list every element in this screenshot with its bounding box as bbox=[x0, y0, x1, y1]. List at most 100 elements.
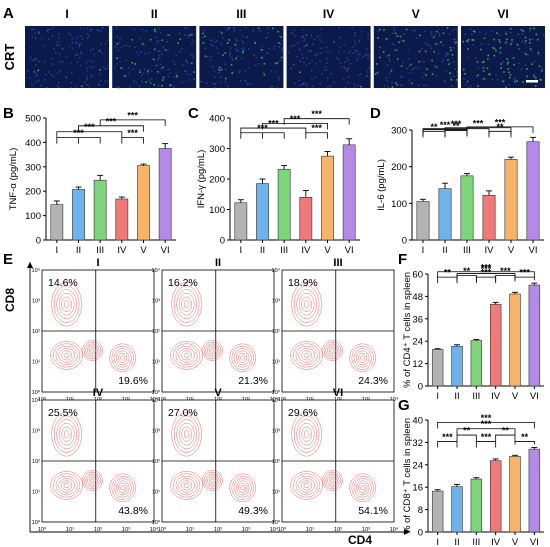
microscopy-speckle bbox=[500, 63, 502, 65]
contour-ring bbox=[63, 430, 70, 439]
microscopy-speckle bbox=[37, 69, 39, 72]
microscopy-speckle bbox=[206, 82, 208, 84]
microscopy-speckle bbox=[290, 32, 292, 34]
microscopy-speckle bbox=[116, 36, 119, 38]
microscopy-speckle bbox=[356, 59, 358, 61]
microscopy-speckle bbox=[40, 84, 43, 87]
microscopy-speckle bbox=[134, 46, 136, 49]
x-tick-label: II bbox=[442, 245, 447, 256]
microscopy-speckle bbox=[185, 27, 188, 29]
panel-letter-e: E bbox=[3, 251, 13, 268]
microscopy-speckle bbox=[302, 57, 304, 59]
microscopy-speckle bbox=[418, 60, 420, 63]
microscopy-speckle bbox=[383, 85, 386, 87]
microscopy-speckle bbox=[429, 44, 431, 47]
microscopy-speckle bbox=[430, 47, 432, 50]
microscopy-speckle bbox=[419, 34, 421, 37]
microscopy-speckle bbox=[271, 85, 274, 88]
microscopy-speckle bbox=[517, 33, 520, 36]
flow-y-tick-label: 10² bbox=[152, 459, 160, 465]
y-axis-label: % of CD8⁺ T cells in spleen bbox=[402, 418, 413, 534]
microscopy-speckle bbox=[442, 44, 444, 46]
microscopy-speckle bbox=[314, 76, 317, 79]
microscopy-speckle bbox=[83, 28, 86, 30]
microscopy-speckle bbox=[267, 32, 269, 34]
microscopy-speckle bbox=[430, 31, 432, 33]
flow-x-tick-label: 10³ bbox=[242, 527, 250, 533]
microscopy-speckle bbox=[245, 35, 248, 38]
contour-ring bbox=[293, 343, 321, 368]
microscopy-speckle bbox=[377, 30, 379, 33]
x-tick-label: III bbox=[463, 245, 471, 256]
microscopy-speckle bbox=[226, 29, 228, 31]
contour-ring bbox=[55, 345, 78, 365]
microscopy-speckle bbox=[366, 75, 368, 77]
microscopy-speckle bbox=[185, 70, 187, 73]
contour-ring bbox=[176, 289, 197, 320]
microscopy-speckle bbox=[533, 61, 535, 63]
panel-letter-c: C bbox=[188, 105, 199, 122]
contour-ring bbox=[109, 343, 136, 373]
microscopy-speckle bbox=[361, 30, 363, 33]
microscopy-speckle bbox=[447, 53, 450, 55]
microscopy-speckle bbox=[347, 67, 350, 70]
contour-ring bbox=[63, 482, 70, 488]
microscopy-speckle bbox=[522, 40, 524, 43]
microscopy-speckle bbox=[244, 70, 246, 72]
microscopy-speckle bbox=[393, 27, 395, 29]
microscopy-speckle bbox=[209, 59, 212, 62]
microscopy-speckle bbox=[480, 43, 483, 46]
contour-ring bbox=[330, 348, 335, 353]
flow-y-tick-label: 10⁰ bbox=[272, 519, 281, 526]
microscopy-speckle bbox=[319, 82, 321, 85]
microscopy-speckle bbox=[192, 78, 195, 80]
microscopy-speckle bbox=[169, 72, 172, 74]
microscopy-speckle bbox=[45, 86, 48, 89]
microscopy-speckle bbox=[279, 43, 282, 45]
microscopy-speckle bbox=[61, 60, 64, 63]
microscopy-speckle bbox=[159, 32, 162, 34]
microscopy-speckle bbox=[184, 70, 186, 72]
y-tick-label: 24 bbox=[412, 460, 423, 471]
microscopy-speckle bbox=[210, 55, 212, 58]
microscopy-speckle bbox=[202, 42, 205, 44]
microscopy-speckle bbox=[434, 34, 437, 36]
microscopy-speckle bbox=[349, 50, 351, 52]
flow-x-tick-label: 10³ bbox=[122, 527, 130, 533]
x-tick-label: V bbox=[512, 537, 519, 547]
contour-ring bbox=[323, 341, 341, 360]
bar-ii bbox=[451, 345, 463, 387]
microscopy-speckle bbox=[277, 30, 279, 33]
microscopy-speckle bbox=[266, 27, 269, 29]
microscopy-speckle bbox=[536, 38, 539, 41]
contour-ring bbox=[173, 343, 201, 368]
microscopy-speckle bbox=[154, 30, 156, 32]
significance-bracket bbox=[456, 273, 516, 280]
contour-ring bbox=[207, 475, 218, 486]
bar-iv bbox=[489, 460, 502, 533]
y-tick-label: 16 bbox=[412, 483, 423, 494]
microscopy-speckle bbox=[260, 49, 263, 51]
microscopy-speckle bbox=[138, 54, 140, 57]
microscopy-speckle bbox=[273, 45, 276, 48]
flow-y-tick-label: 10¹ bbox=[272, 490, 280, 496]
y-tick-label: 200 bbox=[209, 175, 225, 186]
microscopy-speckle bbox=[360, 85, 362, 88]
microscopy-tile bbox=[199, 26, 284, 88]
microscopy-speckle bbox=[470, 33, 473, 36]
flow-x-tick-label: 10⁰ bbox=[38, 396, 47, 403]
flow-plot-title: VI bbox=[333, 387, 343, 399]
flow-plot-i: I14.6%19.6%10⁰10⁰10¹10¹10²10²10³10³10⁴10… bbox=[32, 257, 159, 403]
microscopy-speckle bbox=[499, 51, 502, 54]
microscopy-speckle bbox=[454, 38, 457, 41]
contour-ring bbox=[235, 350, 250, 366]
microscopy-speckle bbox=[242, 50, 245, 52]
microscopy-speckle bbox=[326, 62, 328, 64]
contour-ring bbox=[178, 348, 195, 363]
significance-label: ** bbox=[452, 121, 460, 131]
microscopy-speckle bbox=[151, 58, 154, 60]
microscopy-speckle bbox=[499, 41, 501, 43]
microscopy-speckle bbox=[287, 51, 290, 54]
microscopy-speckle bbox=[157, 50, 160, 52]
microscopy-speckle bbox=[412, 68, 415, 71]
